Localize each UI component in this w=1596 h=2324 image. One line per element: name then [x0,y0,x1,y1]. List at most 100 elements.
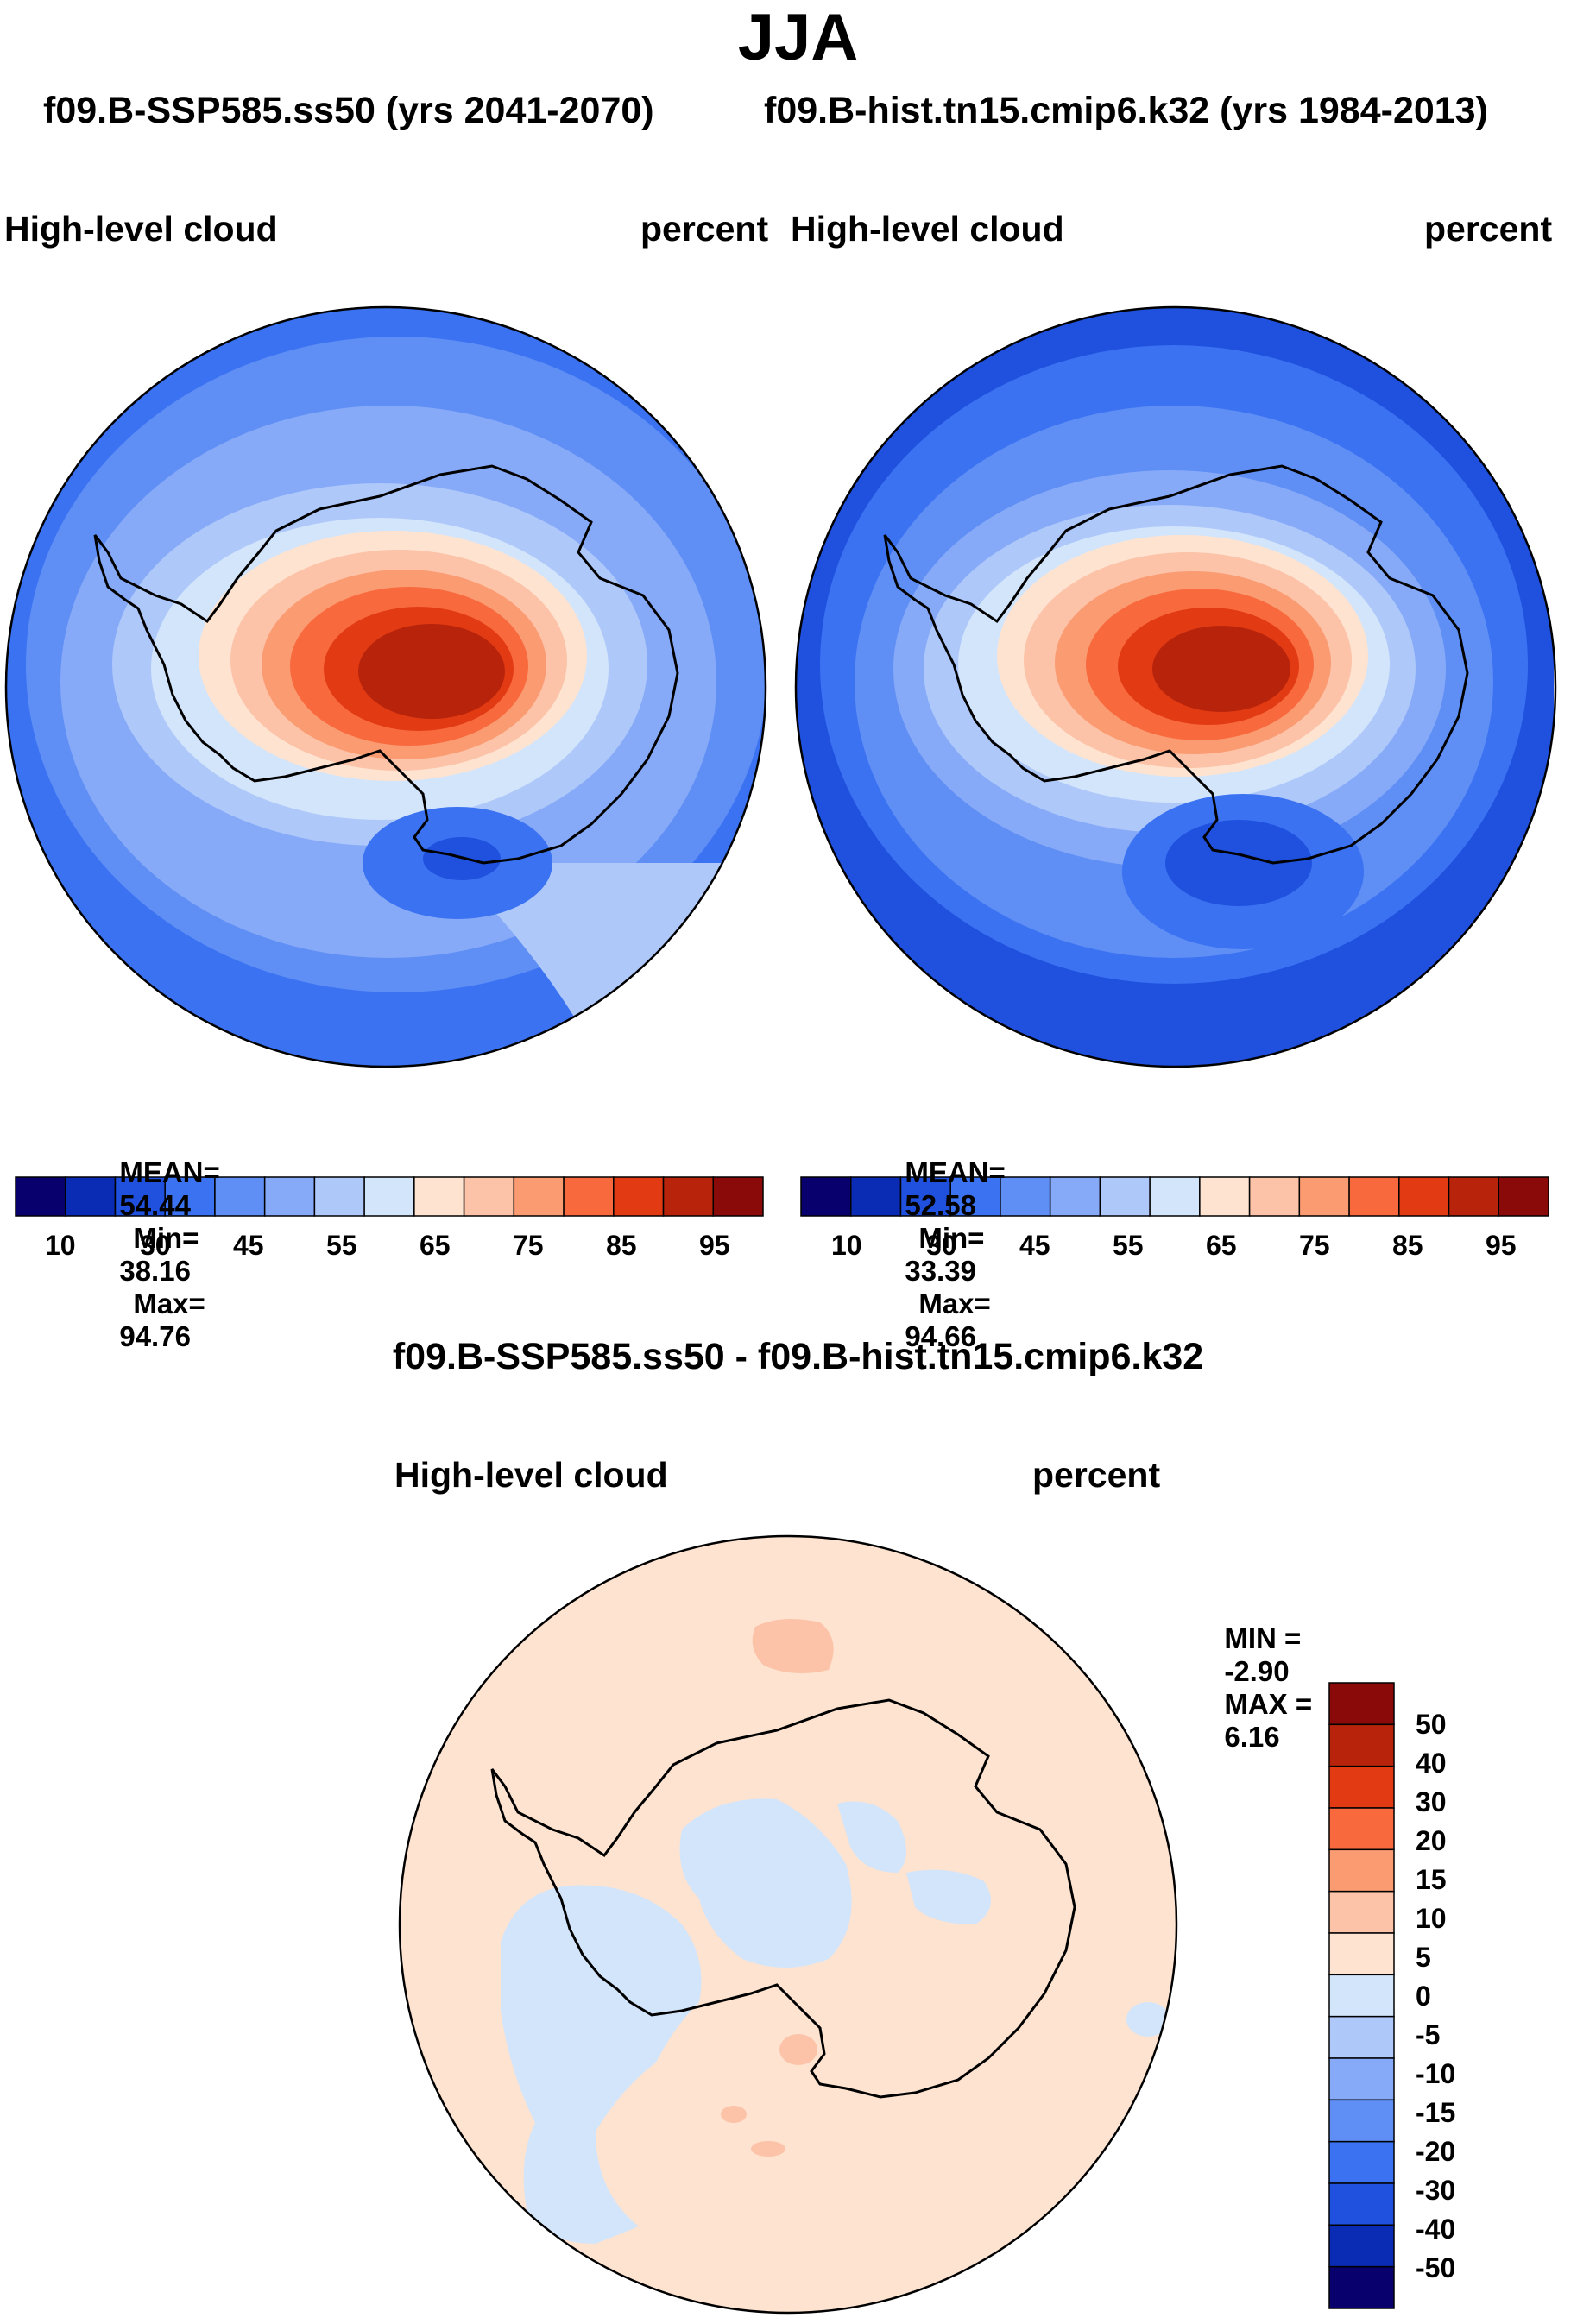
colorbar-swatch [15,1176,66,1217]
cbar1-tick: 85 [606,1230,637,1261]
cbar2-tick: 95 [1486,1230,1517,1261]
colorbar-swatch [1000,1176,1051,1217]
colorbar-swatch [849,1176,902,1217]
cbar3-tick: 10 [1416,1903,1447,1934]
diff-max-value: 6.16 [1224,1721,1280,1753]
colorbar-swatch [1248,1176,1301,1217]
cbar3-tick: 5 [1416,1942,1431,1973]
cbar2-tick: 45 [1019,1230,1050,1261]
colorbar-swatch [463,1176,515,1217]
cbar2-tick: 65 [1206,1230,1237,1261]
colorbar-swatch [1328,2224,1395,2268]
colorbar-swatch [1328,2265,1395,2309]
cbar1-tick: 55 [326,1230,357,1261]
diff-variable: High-level cloud [394,1455,668,1495]
panel1-mean-label: MEAN= [119,1156,220,1188]
colorbar-swatch [1328,1807,1395,1851]
cbar3-tick: 30 [1416,1786,1447,1817]
panel2-max-value: 94.66 [905,1320,976,1352]
panel1-min-label: Min= [133,1222,199,1254]
colorbar-swatch [1328,1682,1395,1726]
cbar3-tick: -5 [1416,2019,1441,2050]
panel2-min-value: 33.39 [905,1255,976,1287]
colorbar-panel-2 [800,1176,1549,1217]
panel1-variable: High-level cloud [4,209,278,249]
colorbar-swatch [1448,1176,1500,1217]
panel2-units: percent [1424,209,1553,249]
cbar2-tick: 30 [926,1230,957,1261]
cbar3-tick: -30 [1416,2175,1456,2206]
cbar1-tick: 95 [699,1230,730,1261]
colorbar-swatch [164,1176,216,1217]
colorbar-swatch [114,1176,166,1217]
diff-minmax: MIN = -2.90 MAX = 6.16 [1208,1590,1312,1754]
diff-units: percent [1032,1455,1161,1495]
map-panel-diff-border [398,1534,1178,2315]
colorbar-swatch [1328,1723,1395,1767]
colorbar-swatch [263,1176,316,1217]
colorbar-swatch [413,1176,465,1217]
cbar3-tick: -15 [1416,2097,1456,2128]
colorbar-swatch [214,1176,266,1217]
cbar2-tick: 75 [1299,1230,1330,1261]
colorbar-swatch [1328,2099,1395,2143]
panel1-max-label: Max= [133,1288,205,1319]
colorbar-swatch [1328,1848,1395,1893]
panel2-variable: High-level cloud [791,209,1064,249]
colorbar-swatch [899,1176,951,1217]
cbar3-tick: 50 [1416,1709,1447,1740]
colorbar-swatch [662,1176,715,1217]
panel1-min-value: 38.16 [119,1255,191,1287]
colorbar-swatch [1149,1176,1201,1217]
colorbar-swatch [1498,1176,1549,1217]
colorbar-1-tick-labels: 10 30 45 55 65 75 85 95 [0,1230,1596,1264]
cbar1-tick: 45 [233,1230,264,1261]
panel1-units: percent [640,209,769,249]
cbar3-tick: -40 [1416,2214,1456,2245]
colorbar-swatch [1328,1890,1395,1934]
colorbar-swatch [1328,2140,1395,2184]
cbar2-tick: 10 [831,1230,862,1261]
cbar2-tick: 85 [1392,1230,1423,1261]
cbar1-tick: 30 [140,1230,171,1261]
colorbar-swatch [1328,2015,1395,2059]
subtitle-left: f09.B-SSP585.ss50 (yrs 2041-2070) [43,90,654,131]
map-panel-1-border [4,305,767,1068]
cbar3-tick: 20 [1416,1825,1447,1856]
colorbar-swatch [1328,1932,1395,1976]
colorbar-swatch [513,1176,565,1217]
colorbar-swatch [949,1176,1001,1217]
colorbar-swatch [1328,2182,1395,2226]
colorbar-swatch [1328,2057,1395,2101]
panel1-stats: MEAN= 54.44 Min= 38.16 Max= 94.76 [104,1124,220,1353]
subtitle-right: f09.B-hist.tn15.cmip6.k32 (yrs 1984-2013… [764,90,1488,131]
diff-min-label: MIN = [1224,1622,1302,1654]
colorbar-swatch [313,1176,365,1217]
diff-min-value: -2.90 [1224,1655,1290,1687]
cbar3-tick: -50 [1416,2252,1456,2283]
map-panel-1 [6,307,766,1067]
colorbar-swatch [1398,1176,1450,1217]
cbar3-tick: -10 [1416,2058,1456,2089]
cbar3-tick: -20 [1416,2136,1456,2167]
panel2-max-label: Max= [918,1288,991,1319]
colorbar-panel-1 [15,1176,764,1217]
panel2-mean-value: 52.58 [905,1189,976,1221]
colorbar-swatch [613,1176,665,1217]
colorbar-swatch [1328,1765,1395,1809]
colorbar-diff [1328,1682,1395,2309]
colorbar-swatch [712,1176,764,1217]
cbar1-tick: 75 [513,1230,544,1261]
colorbar-diff-tick-labels: 50 40 30 20 15 10 5 0 -5 -10 -15 -20 -30… [1416,1704,1519,2308]
colorbar-swatch [1348,1176,1400,1217]
cbar3-tick: 15 [1416,1864,1447,1895]
panel2-stats: MEAN= 52.58 Min= 33.39 Max= 94.66 [889,1124,1005,1353]
diff-max-label: MAX = [1224,1688,1313,1720]
panel1-max-value: 94.76 [119,1320,191,1352]
cbar1-tick: 65 [420,1230,451,1261]
map-panel-2 [796,307,1554,1067]
cbar3-tick: 0 [1416,1981,1431,2012]
colorbar-swatch [1099,1176,1151,1217]
colorbar-swatch [1199,1176,1251,1217]
